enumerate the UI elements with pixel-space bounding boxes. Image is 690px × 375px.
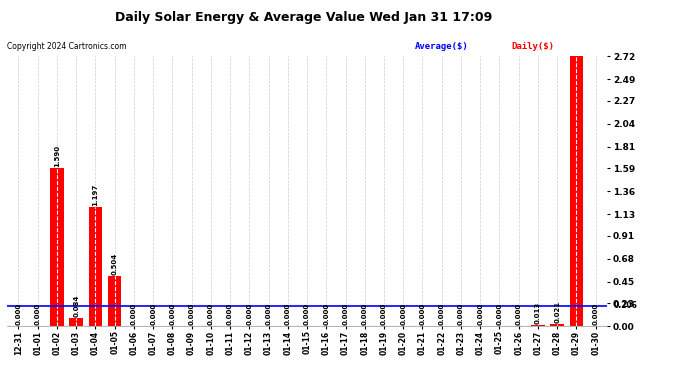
Text: Daily($): Daily($)	[511, 42, 554, 51]
Text: Daily Solar Energy & Average Value Wed Jan 31 17:09: Daily Solar Energy & Average Value Wed J…	[115, 11, 492, 24]
Bar	[551, 324, 564, 326]
Text: 1.197: 1.197	[92, 184, 99, 206]
Text: 0.013: 0.013	[535, 302, 541, 324]
Text: 0.000: 0.000	[15, 303, 21, 325]
Text: 0.000: 0.000	[458, 303, 464, 325]
Text: Average($): Average($)	[415, 42, 469, 51]
Text: 0.000: 0.000	[324, 303, 329, 325]
Text: 0.000: 0.000	[188, 303, 195, 325]
Text: 0.000: 0.000	[131, 303, 137, 325]
Text: 0.000: 0.000	[400, 303, 406, 325]
Text: 0.504: 0.504	[112, 253, 118, 275]
Text: 0.000: 0.000	[593, 303, 599, 325]
Text: 0.084: 0.084	[73, 294, 79, 317]
Text: 0.000: 0.000	[342, 303, 348, 325]
Text: 0.000: 0.000	[381, 303, 387, 325]
Bar	[89, 207, 102, 326]
Text: 0.000: 0.000	[246, 303, 253, 325]
Bar	[570, 56, 583, 326]
Text: 0.000: 0.000	[169, 303, 175, 325]
Text: 0.021: 0.021	[554, 301, 560, 323]
Text: Copyright 2024 Cartronics.com: Copyright 2024 Cartronics.com	[7, 42, 126, 51]
Text: 0.000: 0.000	[266, 303, 272, 325]
Text: 0.000: 0.000	[515, 303, 522, 325]
Bar	[108, 276, 121, 326]
Text: 0.000: 0.000	[439, 303, 445, 325]
Bar	[50, 168, 63, 326]
Text: 0.000: 0.000	[285, 303, 290, 325]
Text: 0.000: 0.000	[304, 303, 310, 325]
Text: 0.206: 0.206	[613, 301, 637, 310]
Text: 0.000: 0.000	[496, 303, 502, 325]
Text: 2.719: 2.719	[573, 33, 580, 56]
Text: 0.000: 0.000	[477, 303, 483, 325]
Text: 0.000: 0.000	[362, 303, 368, 325]
Bar	[70, 318, 83, 326]
Text: 0.000: 0.000	[34, 303, 41, 325]
Text: 0.000: 0.000	[227, 303, 233, 325]
Bar	[531, 325, 544, 326]
Text: 0.000: 0.000	[208, 303, 214, 325]
Text: 0.000: 0.000	[420, 303, 426, 325]
Text: 0.000: 0.000	[150, 303, 156, 325]
Text: 1.590: 1.590	[54, 145, 60, 167]
